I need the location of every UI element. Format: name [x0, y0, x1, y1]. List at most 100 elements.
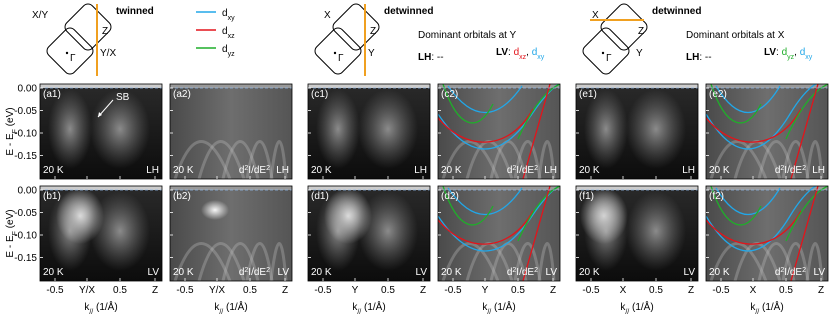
temperature: 20 K	[579, 165, 600, 176]
text-part: 2	[512, 165, 516, 172]
intensity	[584, 89, 628, 169]
text-part: (eV)	[5, 107, 16, 129]
text-part: d	[507, 267, 513, 278]
panel-frame	[437, 185, 561, 282]
group-title: twinned	[116, 6, 154, 17]
x-tick-label: 0.5	[243, 285, 257, 296]
intensity	[584, 191, 628, 271]
band-curve	[715, 187, 781, 215]
band-curve	[785, 186, 828, 242]
band-curve	[785, 84, 828, 140]
panel-id: (b2)	[173, 191, 191, 202]
above-ef	[438, 186, 560, 190]
panel-frame	[169, 185, 293, 282]
band-curve	[438, 210, 534, 245]
temperature: 20 K	[311, 267, 332, 278]
text-part: d	[782, 47, 788, 58]
texture	[709, 140, 768, 179]
texture	[537, 140, 556, 179]
text-part: I/dE	[516, 165, 534, 176]
polarization: LH	[812, 165, 825, 176]
text-part: k	[214, 302, 220, 313]
above-ef	[576, 84, 698, 88]
x-tick-label: 0.5	[511, 285, 525, 296]
text-part: 2	[802, 267, 806, 274]
text-part: d	[222, 44, 228, 55]
intensity	[626, 89, 686, 169]
band-curve	[442, 186, 494, 226]
polarization: LV	[416, 267, 428, 278]
text-part: I/dE	[248, 165, 266, 176]
above-ef	[706, 186, 828, 190]
text-part: (1/Å)	[629, 300, 653, 313]
x-tick-label: Z	[420, 285, 426, 296]
band-curve	[715, 85, 781, 113]
panel-id: (a1)	[43, 89, 61, 100]
text-part: LH	[686, 52, 699, 63]
texture	[245, 140, 274, 179]
text-part: xz	[228, 33, 236, 40]
text-part: I/dE	[784, 267, 802, 278]
panel-id: (e1)	[579, 89, 597, 100]
x-tick-label: Y	[482, 285, 489, 296]
text-part: I/dE	[248, 267, 266, 278]
y-tick-label: -0.05	[14, 208, 37, 219]
x-tick-label: -0.5	[582, 285, 600, 296]
band-curve	[706, 84, 817, 150]
x-tick-label: 0.5	[779, 285, 793, 296]
text-part: (1/Å)	[491, 300, 515, 313]
texture	[513, 140, 542, 179]
text-part: : --	[431, 52, 443, 63]
texture	[173, 242, 232, 281]
intensity	[90, 191, 150, 271]
temperature: 20 K	[43, 267, 64, 278]
band-curve	[438, 186, 560, 252]
lv-text: LV: dxz, dxy	[496, 47, 545, 61]
bz-label: Y	[368, 48, 375, 59]
group-title: detwinned	[384, 6, 433, 17]
panel-frame	[437, 83, 561, 180]
polarization: LH	[276, 165, 289, 176]
temperature: 20 K	[441, 267, 462, 278]
x-tick-label: Y/X	[79, 285, 95, 296]
x-tick-label: Y/X	[209, 285, 225, 296]
text-part: xy	[537, 54, 545, 61]
x-tick-label: Z	[818, 285, 824, 296]
temperature: 20 K	[709, 165, 730, 176]
panel-id: (e2)	[709, 89, 727, 100]
derivative-label: d2I/dE2	[775, 165, 806, 177]
lh-text: LH: --	[686, 52, 712, 63]
x-tick-label: Y	[352, 285, 359, 296]
x-tick-label: 0.5	[113, 285, 127, 296]
texture	[269, 140, 288, 179]
texture	[805, 242, 824, 281]
text-part: k	[84, 302, 90, 313]
text-part: //	[89, 309, 93, 316]
y-tick-label: -0.15	[14, 151, 37, 162]
texture	[781, 242, 810, 281]
bz-outline	[332, 3, 380, 51]
intensity	[358, 191, 418, 271]
polarization: LV	[814, 267, 826, 278]
text-part: //	[625, 309, 629, 316]
y-axis-title: E - EF (eV)	[5, 107, 19, 155]
text-part: 2	[512, 267, 516, 274]
texture	[269, 242, 288, 281]
polarization: LV	[684, 267, 696, 278]
temperature: 20 K	[43, 165, 64, 176]
x-tick-label: -0.5	[314, 285, 332, 296]
band-curve	[438, 84, 560, 150]
bz-label: Γ	[606, 53, 612, 64]
group-title: detwinned	[652, 6, 701, 17]
y-tick-label: -0.10	[14, 129, 37, 140]
bz-label: X	[592, 10, 599, 21]
x-axis-title: k// (1/Å)	[84, 300, 117, 316]
text-part: : --	[699, 52, 711, 63]
x-axis-title: k// (1/Å)	[352, 300, 385, 316]
bz-label: Z	[102, 26, 108, 37]
panel-id: (c2)	[441, 89, 458, 100]
text-part: (1/Å)	[223, 300, 247, 313]
band-curve	[522, 186, 551, 281]
texture	[221, 242, 260, 281]
bz-label: X/Y	[32, 10, 48, 21]
